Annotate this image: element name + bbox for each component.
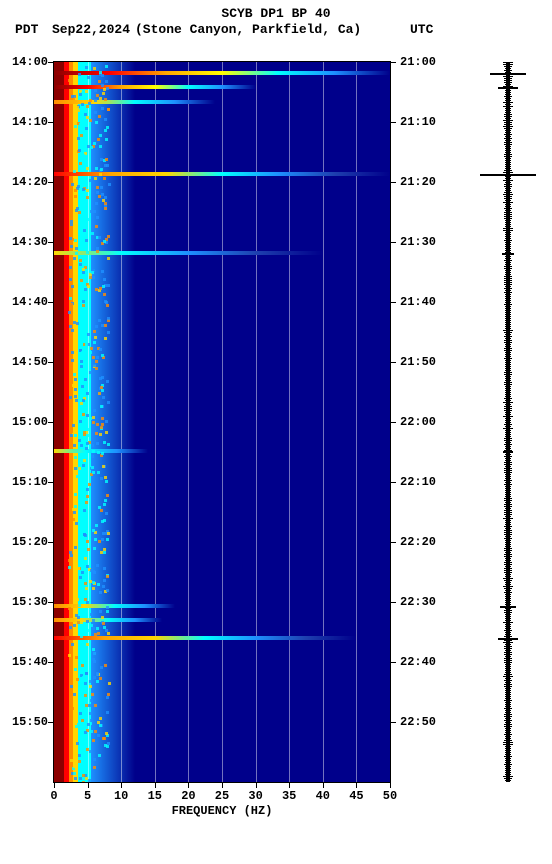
y-tick-mark (48, 182, 54, 183)
x-tick-label: 35 (277, 789, 301, 803)
y-tick-mark (390, 662, 396, 663)
spectral-event (54, 604, 390, 608)
y-left-tick-label: 15:40 (0, 655, 48, 669)
y-tick-mark (48, 482, 54, 483)
y-right-tick-label: 21:10 (400, 115, 448, 129)
y-right-tick-label: 22:20 (400, 535, 448, 549)
y-tick-mark (390, 602, 396, 603)
y-right-tick-label: 22:50 (400, 715, 448, 729)
grid-line (356, 62, 357, 782)
x-axis-label: FREQUENCY (HZ) (54, 804, 390, 818)
y-tick-mark (48, 422, 54, 423)
y-right-tick-label: 21:20 (400, 175, 448, 189)
y-right-tick-label: 22:10 (400, 475, 448, 489)
y-right-tick-label: 22:00 (400, 415, 448, 429)
trace-spike (503, 451, 513, 453)
y-right-tick-label: 21:50 (400, 355, 448, 369)
trace-spike (502, 253, 514, 255)
tz-left-label: PDT (15, 22, 38, 37)
trace-spike (498, 87, 518, 89)
grid-line (188, 62, 189, 782)
spectral-event (54, 251, 390, 255)
tz-right-label: UTC (410, 22, 433, 37)
y-right-tick-label: 21:30 (400, 235, 448, 249)
plot-location: (Stone Canyon, Parkfield, Ca) (135, 22, 361, 37)
x-tick-label: 15 (143, 789, 167, 803)
y-tick-mark (48, 542, 54, 543)
x-tick-label: 10 (109, 789, 133, 803)
y-tick-mark (390, 362, 396, 363)
x-tick-label: 45 (344, 789, 368, 803)
y-tick-mark (390, 542, 396, 543)
spectral-event (54, 71, 390, 75)
x-tick-mark (256, 782, 257, 788)
y-tick-mark (390, 242, 396, 243)
grid-line (222, 62, 223, 782)
intensity-band (54, 62, 64, 782)
x-tick-mark (390, 782, 391, 788)
spectral-event (54, 636, 390, 640)
x-tick-mark (289, 782, 290, 788)
trace-spike (500, 606, 516, 608)
y-right-tick-label: 21:40 (400, 295, 448, 309)
x-tick-mark (54, 782, 55, 788)
x-tick-mark (88, 782, 89, 788)
x-tick-mark (155, 782, 156, 788)
x-tick-label: 25 (210, 789, 234, 803)
y-right-tick-label: 21:00 (400, 55, 448, 69)
y-tick-mark (390, 122, 396, 123)
trace-spike (498, 638, 518, 640)
trace-spike (480, 174, 536, 176)
plot-date: Sep22,2024 (52, 22, 130, 37)
y-right-tick-label: 22:40 (400, 655, 448, 669)
y-right-tick-label: 22:30 (400, 595, 448, 609)
x-tick-label: 50 (378, 789, 402, 803)
y-tick-mark (48, 242, 54, 243)
x-tick-label: 30 (244, 789, 268, 803)
spectral-event (54, 172, 390, 176)
trace-spike (490, 73, 526, 75)
x-tick-mark (121, 782, 122, 788)
y-left-tick-label: 14:10 (0, 115, 48, 129)
grid-line (323, 62, 324, 782)
y-tick-mark (48, 362, 54, 363)
y-left-tick-label: 14:50 (0, 355, 48, 369)
y-tick-mark (390, 62, 396, 63)
x-tick-mark (188, 782, 189, 788)
y-tick-mark (390, 302, 396, 303)
x-tick-mark (222, 782, 223, 788)
y-tick-mark (390, 722, 396, 723)
y-left-tick-label: 15:50 (0, 715, 48, 729)
x-tick-label: 40 (311, 789, 335, 803)
spectrogram-plot (54, 62, 390, 782)
y-left-tick-label: 14:40 (0, 295, 48, 309)
grid-line (289, 62, 290, 782)
x-tick-mark (323, 782, 324, 788)
y-tick-mark (48, 62, 54, 63)
y-tick-mark (48, 602, 54, 603)
axis-top (53, 61, 391, 62)
y-left-tick-label: 15:20 (0, 535, 48, 549)
y-left-tick-label: 15:10 (0, 475, 48, 489)
y-tick-mark (390, 182, 396, 183)
y-left-tick-label: 14:00 (0, 55, 48, 69)
plot-title: SCYB DP1 BP 40 (0, 6, 552, 21)
y-tick-mark (48, 302, 54, 303)
y-left-tick-label: 15:00 (0, 415, 48, 429)
grid-line (121, 62, 122, 782)
y-left-tick-label: 15:30 (0, 595, 48, 609)
y-tick-mark (390, 422, 396, 423)
grid-line (256, 62, 257, 782)
x-tick-label: 0 (42, 789, 66, 803)
y-tick-mark (48, 122, 54, 123)
y-left-tick-label: 14:20 (0, 175, 48, 189)
y-left-tick-label: 14:30 (0, 235, 48, 249)
grid-line (155, 62, 156, 782)
y-tick-mark (48, 722, 54, 723)
y-tick-mark (48, 662, 54, 663)
y-tick-mark (390, 482, 396, 483)
x-tick-mark (356, 782, 357, 788)
x-tick-label: 5 (76, 789, 100, 803)
x-tick-label: 20 (176, 789, 200, 803)
